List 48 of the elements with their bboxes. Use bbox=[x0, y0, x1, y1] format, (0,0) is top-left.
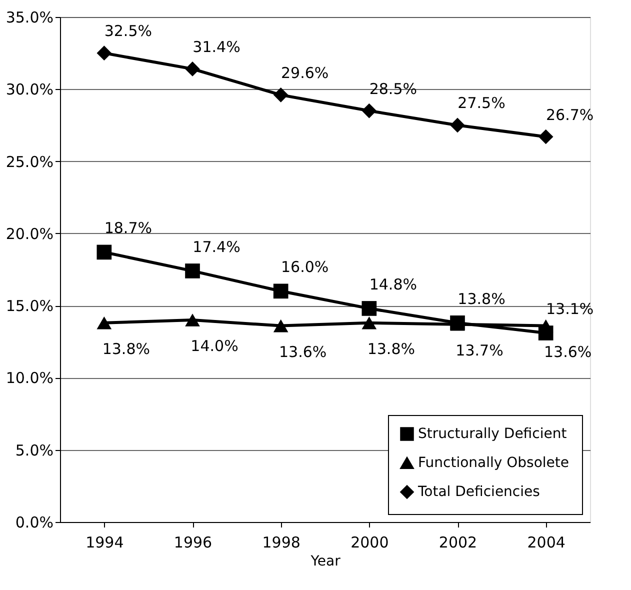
data-label: 13.8% bbox=[367, 340, 415, 358]
y-tick-label: 5.0% bbox=[15, 441, 54, 460]
x-tick-label: 1998 bbox=[262, 534, 300, 552]
data-label: 13.6% bbox=[544, 342, 592, 361]
data-label: 16.0% bbox=[281, 258, 329, 276]
data-label: 14.0% bbox=[190, 337, 238, 355]
legend-label: Structurally Deficient bbox=[418, 426, 568, 442]
y-tick-label: 20.0% bbox=[6, 224, 54, 243]
point bbox=[450, 118, 465, 133]
data-label: 17.4% bbox=[192, 238, 240, 256]
point bbox=[538, 129, 554, 144]
point bbox=[362, 301, 377, 316]
point bbox=[362, 316, 377, 330]
point bbox=[96, 316, 112, 330]
legend-label: Functionally Obsolete bbox=[418, 455, 570, 471]
x-axis-title: Year bbox=[310, 554, 341, 570]
point bbox=[273, 284, 288, 299]
x-tick-label: 2004 bbox=[527, 534, 566, 552]
y-tick-label: 25.0% bbox=[6, 152, 54, 171]
point bbox=[185, 62, 200, 76]
y-tick-label: 10.0% bbox=[6, 369, 54, 388]
point bbox=[185, 314, 200, 326]
y-tick-label: 35.0% bbox=[6, 8, 54, 26]
data-label: 13.8% bbox=[458, 290, 506, 308]
data-label: 18.7% bbox=[104, 219, 152, 238]
x-tick-label: 1996 bbox=[174, 534, 212, 552]
x-tick-label: 2002 bbox=[438, 534, 478, 552]
point bbox=[96, 46, 112, 60]
data-label: 32.5% bbox=[104, 22, 152, 40]
point bbox=[362, 103, 377, 118]
point bbox=[185, 264, 200, 278]
point bbox=[273, 88, 288, 102]
data-label: 26.7% bbox=[546, 106, 594, 124]
data-label: 13.8% bbox=[102, 340, 150, 358]
point bbox=[96, 244, 112, 260]
point bbox=[273, 319, 288, 332]
y-tick-label: 0.0% bbox=[15, 514, 54, 532]
data-label: 27.5% bbox=[458, 94, 506, 112]
data-label: 14.8% bbox=[369, 275, 417, 294]
data-label: 13.6% bbox=[279, 342, 327, 361]
data-label: 13.7% bbox=[456, 341, 504, 360]
y-tick-label: 15.0% bbox=[6, 297, 54, 316]
x-tick-label: 2000 bbox=[350, 534, 389, 552]
data-label: 31.4% bbox=[192, 38, 240, 56]
x-tick-label: 1994 bbox=[86, 534, 124, 552]
legend-label: Total Deficiencies bbox=[417, 484, 540, 500]
y-tick-label: 30.0% bbox=[6, 80, 54, 99]
data-label: 29.6% bbox=[281, 64, 329, 82]
